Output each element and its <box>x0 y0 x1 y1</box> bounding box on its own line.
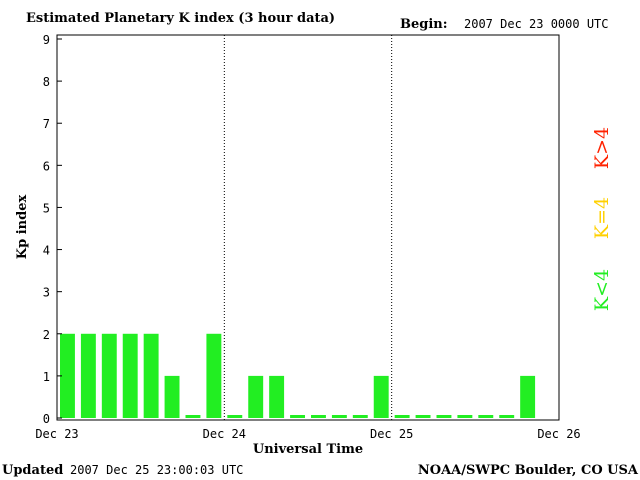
y-tick-label: 9 <box>43 33 50 47</box>
y-tick-label: 5 <box>43 201 50 215</box>
updated-value: 2007 Dec 25 23:00:03 UTC <box>70 463 243 477</box>
y-tick-label: 0 <box>43 412 50 426</box>
chart-title: Estimated Planetary K index (3 hour data… <box>26 11 335 26</box>
kp-bar <box>248 375 264 418</box>
kp-bar <box>373 375 389 418</box>
legend-label-moderate: K=4 <box>591 197 613 239</box>
kp-bar <box>415 415 431 418</box>
kp-bar <box>352 415 368 418</box>
kp-bar <box>122 333 138 418</box>
kp-bar <box>80 333 96 418</box>
x-tick-label: Dec 25 <box>370 427 413 441</box>
kp-bar <box>143 333 159 418</box>
kp-bar <box>331 415 347 418</box>
x-tick-label: Dec 23 <box>35 427 78 441</box>
kp-bar <box>269 375 285 418</box>
kp-bar <box>457 415 473 418</box>
x-tick-label: Dec 24 <box>203 427 246 441</box>
data-source: NOAA/SWPC Boulder, CO USA <box>418 463 639 478</box>
y-tick-label: 7 <box>43 117 50 131</box>
y-tick-label: 6 <box>43 159 50 173</box>
y-tick-label: 8 <box>43 75 50 89</box>
kp-bars <box>60 333 536 418</box>
kp-bar <box>164 375 180 418</box>
kp-bar <box>499 415 515 418</box>
y-axis-label: Kp index <box>15 195 30 260</box>
updated-label: Updated <box>2 463 63 478</box>
kp-bar <box>60 333 75 418</box>
kp-bar <box>436 415 452 418</box>
x-tick-label: Dec 26 <box>537 427 580 441</box>
kp-bar <box>185 415 201 418</box>
x-axis-label: Universal Time <box>253 442 363 457</box>
y-tick-label: 4 <box>43 244 50 258</box>
begin-label: Begin: <box>400 17 448 32</box>
kp-bar <box>520 375 536 418</box>
legend-label-low: K<4 <box>591 269 613 311</box>
begin-value: 2007 Dec 23 0000 UTC <box>464 17 609 31</box>
plot-area <box>56 34 560 421</box>
kp-bar <box>478 415 494 418</box>
legend: K<4 K=4 K>4 <box>591 127 613 311</box>
y-tick-label: 3 <box>43 286 50 300</box>
kp-bar <box>227 415 243 418</box>
x-axis-ticks: Dec 23 Dec 24 Dec 25 Dec 26 <box>35 427 580 441</box>
y-tick-label: 1 <box>43 370 50 384</box>
kp-bar <box>206 333 222 418</box>
y-tick-label: 2 <box>43 328 50 342</box>
y-axis-ticks: 0 1 2 3 4 5 6 7 8 9 <box>43 33 62 426</box>
kp-bar <box>394 415 410 418</box>
legend-label-high: K>4 <box>591 127 613 169</box>
kp-bar <box>101 333 117 418</box>
kp-bar <box>290 415 305 418</box>
day-separators <box>223 35 393 420</box>
kp-bar <box>311 415 326 418</box>
